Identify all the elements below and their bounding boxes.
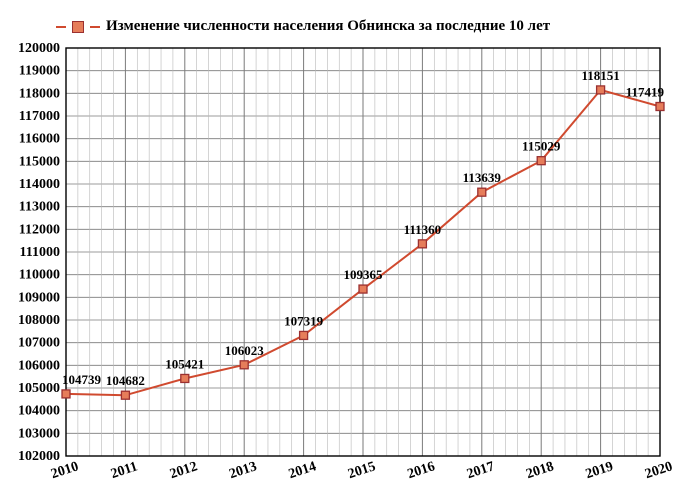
legend-label: Изменение численности населения Обнинска… (106, 18, 550, 35)
y-tick-label: 105000 (18, 381, 60, 396)
y-tick-label: 107000 (18, 336, 60, 351)
y-tick-label: 120000 (18, 41, 60, 56)
y-tick-label: 115000 (19, 154, 60, 169)
y-tick-label: 117000 (19, 109, 60, 124)
data-marker (359, 285, 367, 293)
data-marker (478, 188, 486, 196)
data-marker (656, 103, 664, 111)
data-marker (418, 240, 426, 248)
data-marker (300, 331, 308, 339)
data-value-label: 111360 (404, 222, 442, 237)
y-tick-label: 110000 (19, 268, 60, 283)
data-value-label: 118151 (581, 68, 619, 83)
data-value-label: 104739 (62, 372, 102, 387)
y-tick-label: 103000 (18, 426, 60, 441)
y-tick-label: 118000 (19, 86, 60, 101)
data-value-label: 106023 (225, 343, 265, 358)
data-value-label: 117419 (626, 85, 665, 100)
y-tick-label: 104000 (18, 404, 60, 419)
data-value-label: 105421 (165, 356, 204, 371)
data-marker (240, 361, 248, 369)
legend-line (90, 26, 100, 28)
data-value-label: 107319 (284, 313, 324, 328)
data-value-label: 113639 (463, 170, 502, 185)
y-tick-label: 113000 (19, 200, 60, 215)
data-marker (537, 157, 545, 165)
data-marker (121, 391, 129, 399)
y-tick-label: 114000 (19, 177, 60, 192)
legend-line (56, 26, 66, 28)
data-value-label: 104682 (106, 373, 145, 388)
y-tick-label: 102000 (18, 449, 60, 464)
y-tick-label: 106000 (18, 358, 60, 373)
y-tick-label: 116000 (19, 132, 60, 147)
data-marker (62, 390, 70, 398)
data-value-label: 109365 (344, 267, 384, 282)
legend-marker-icon (72, 21, 84, 33)
data-value-label: 115029 (522, 139, 561, 154)
data-marker (181, 374, 189, 382)
y-tick-label: 112000 (19, 222, 60, 237)
y-tick-label: 109000 (18, 290, 60, 305)
y-tick-label: 108000 (18, 313, 60, 328)
y-tick-label: 119000 (19, 64, 60, 79)
legend: Изменение численности населения Обнинска… (56, 18, 550, 35)
data-marker (597, 86, 605, 94)
population-chart: Изменение численности населения Обнинска… (0, 0, 680, 500)
y-tick-label: 111000 (20, 245, 60, 260)
chart-svg: 102000 103000 104000 105000 106000 107000 1080… (0, 0, 680, 500)
